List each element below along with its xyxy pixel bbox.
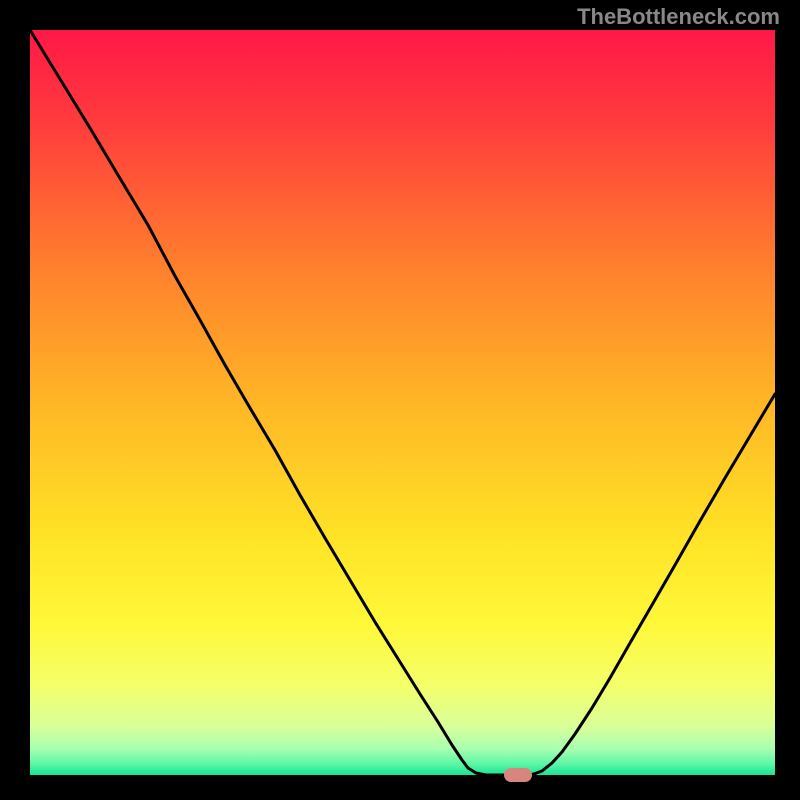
optimum-marker	[504, 768, 532, 782]
bottleneck-chart	[0, 0, 800, 800]
watermark-text: TheBottleneck.com	[577, 4, 780, 30]
chart-container: TheBottleneck.com	[0, 0, 800, 800]
